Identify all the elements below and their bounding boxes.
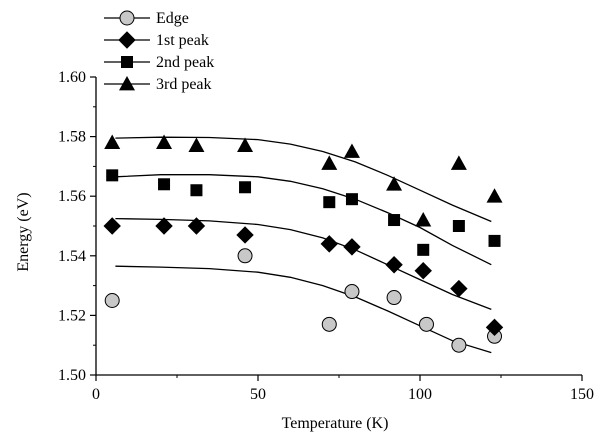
legend-label: 3rd peak: [156, 76, 212, 93]
data-point: [237, 137, 254, 152]
data-markers: [103, 134, 504, 353]
x-tick-label: 100: [408, 386, 432, 403]
data-point: [343, 143, 360, 158]
data-point: [488, 234, 501, 247]
axes: 0 50 100 150 1.50 1.52 1.54 1.56 1.58 1.60: [58, 69, 594, 403]
y-tick-label: 1.50: [58, 367, 86, 384]
data-point: [155, 217, 173, 235]
data-point: [418, 316, 434, 332]
data-point: [188, 137, 205, 152]
data-point: [106, 169, 119, 182]
fit-lines: [115, 136, 492, 354]
data-point: [450, 279, 468, 298]
y-tick-label: 1.56: [58, 188, 86, 205]
data-point: [486, 188, 503, 203]
legend-marker: [121, 56, 133, 68]
data-point: [156, 134, 173, 149]
data-point: [386, 290, 402, 306]
legend-marker: [119, 10, 135, 26]
y-axis-title: Energy (eV): [15, 192, 32, 271]
data-point: [190, 184, 203, 197]
legend-marker: [118, 31, 136, 49]
data-point: [344, 284, 360, 300]
x-tick-label: 50: [250, 386, 266, 403]
data-point: [237, 248, 253, 264]
data-point: [417, 243, 430, 256]
data-point: [104, 134, 121, 149]
x-tick-label: 150: [570, 386, 594, 403]
fit-line: [115, 217, 492, 311]
data-point: [451, 337, 467, 353]
y-tick-label: 1.58: [58, 129, 86, 146]
x-tick-label: 0: [92, 386, 100, 403]
data-point: [450, 155, 467, 170]
legend-label: 2nd peak: [156, 54, 214, 71]
data-point: [239, 181, 252, 194]
data-point: [103, 217, 121, 235]
legend-marker: [119, 76, 135, 91]
data-point: [485, 318, 504, 337]
data-point: [414, 261, 432, 280]
fit-line: [115, 265, 492, 354]
data-point: [321, 316, 337, 332]
data-point: [321, 155, 338, 170]
legend-label: 1st peak: [156, 32, 209, 49]
fit-line: [115, 174, 492, 266]
data-point: [104, 293, 120, 308]
y-tick-label: 1.60: [58, 69, 86, 86]
x-axis-title: Temperature (K): [282, 415, 389, 432]
data-point: [187, 217, 206, 235]
data-point: [236, 226, 254, 244]
data-point: [388, 214, 401, 227]
legend: Edge 1st peak 2nd peak 3rd peak: [104, 10, 214, 93]
data-point: [452, 220, 465, 232]
data-point: [323, 196, 336, 209]
legend-label: Edge: [156, 10, 189, 27]
data-point: [158, 178, 171, 191]
y-tick-label: 1.52: [58, 307, 86, 324]
data-point: [343, 238, 361, 256]
y-tick-label: 1.54: [58, 248, 86, 265]
fit-line: [115, 136, 492, 223]
data-point: [415, 212, 432, 227]
data-point: [385, 256, 403, 274]
data-point: [386, 176, 403, 191]
data-point: [320, 235, 338, 253]
data-point: [345, 193, 358, 206]
